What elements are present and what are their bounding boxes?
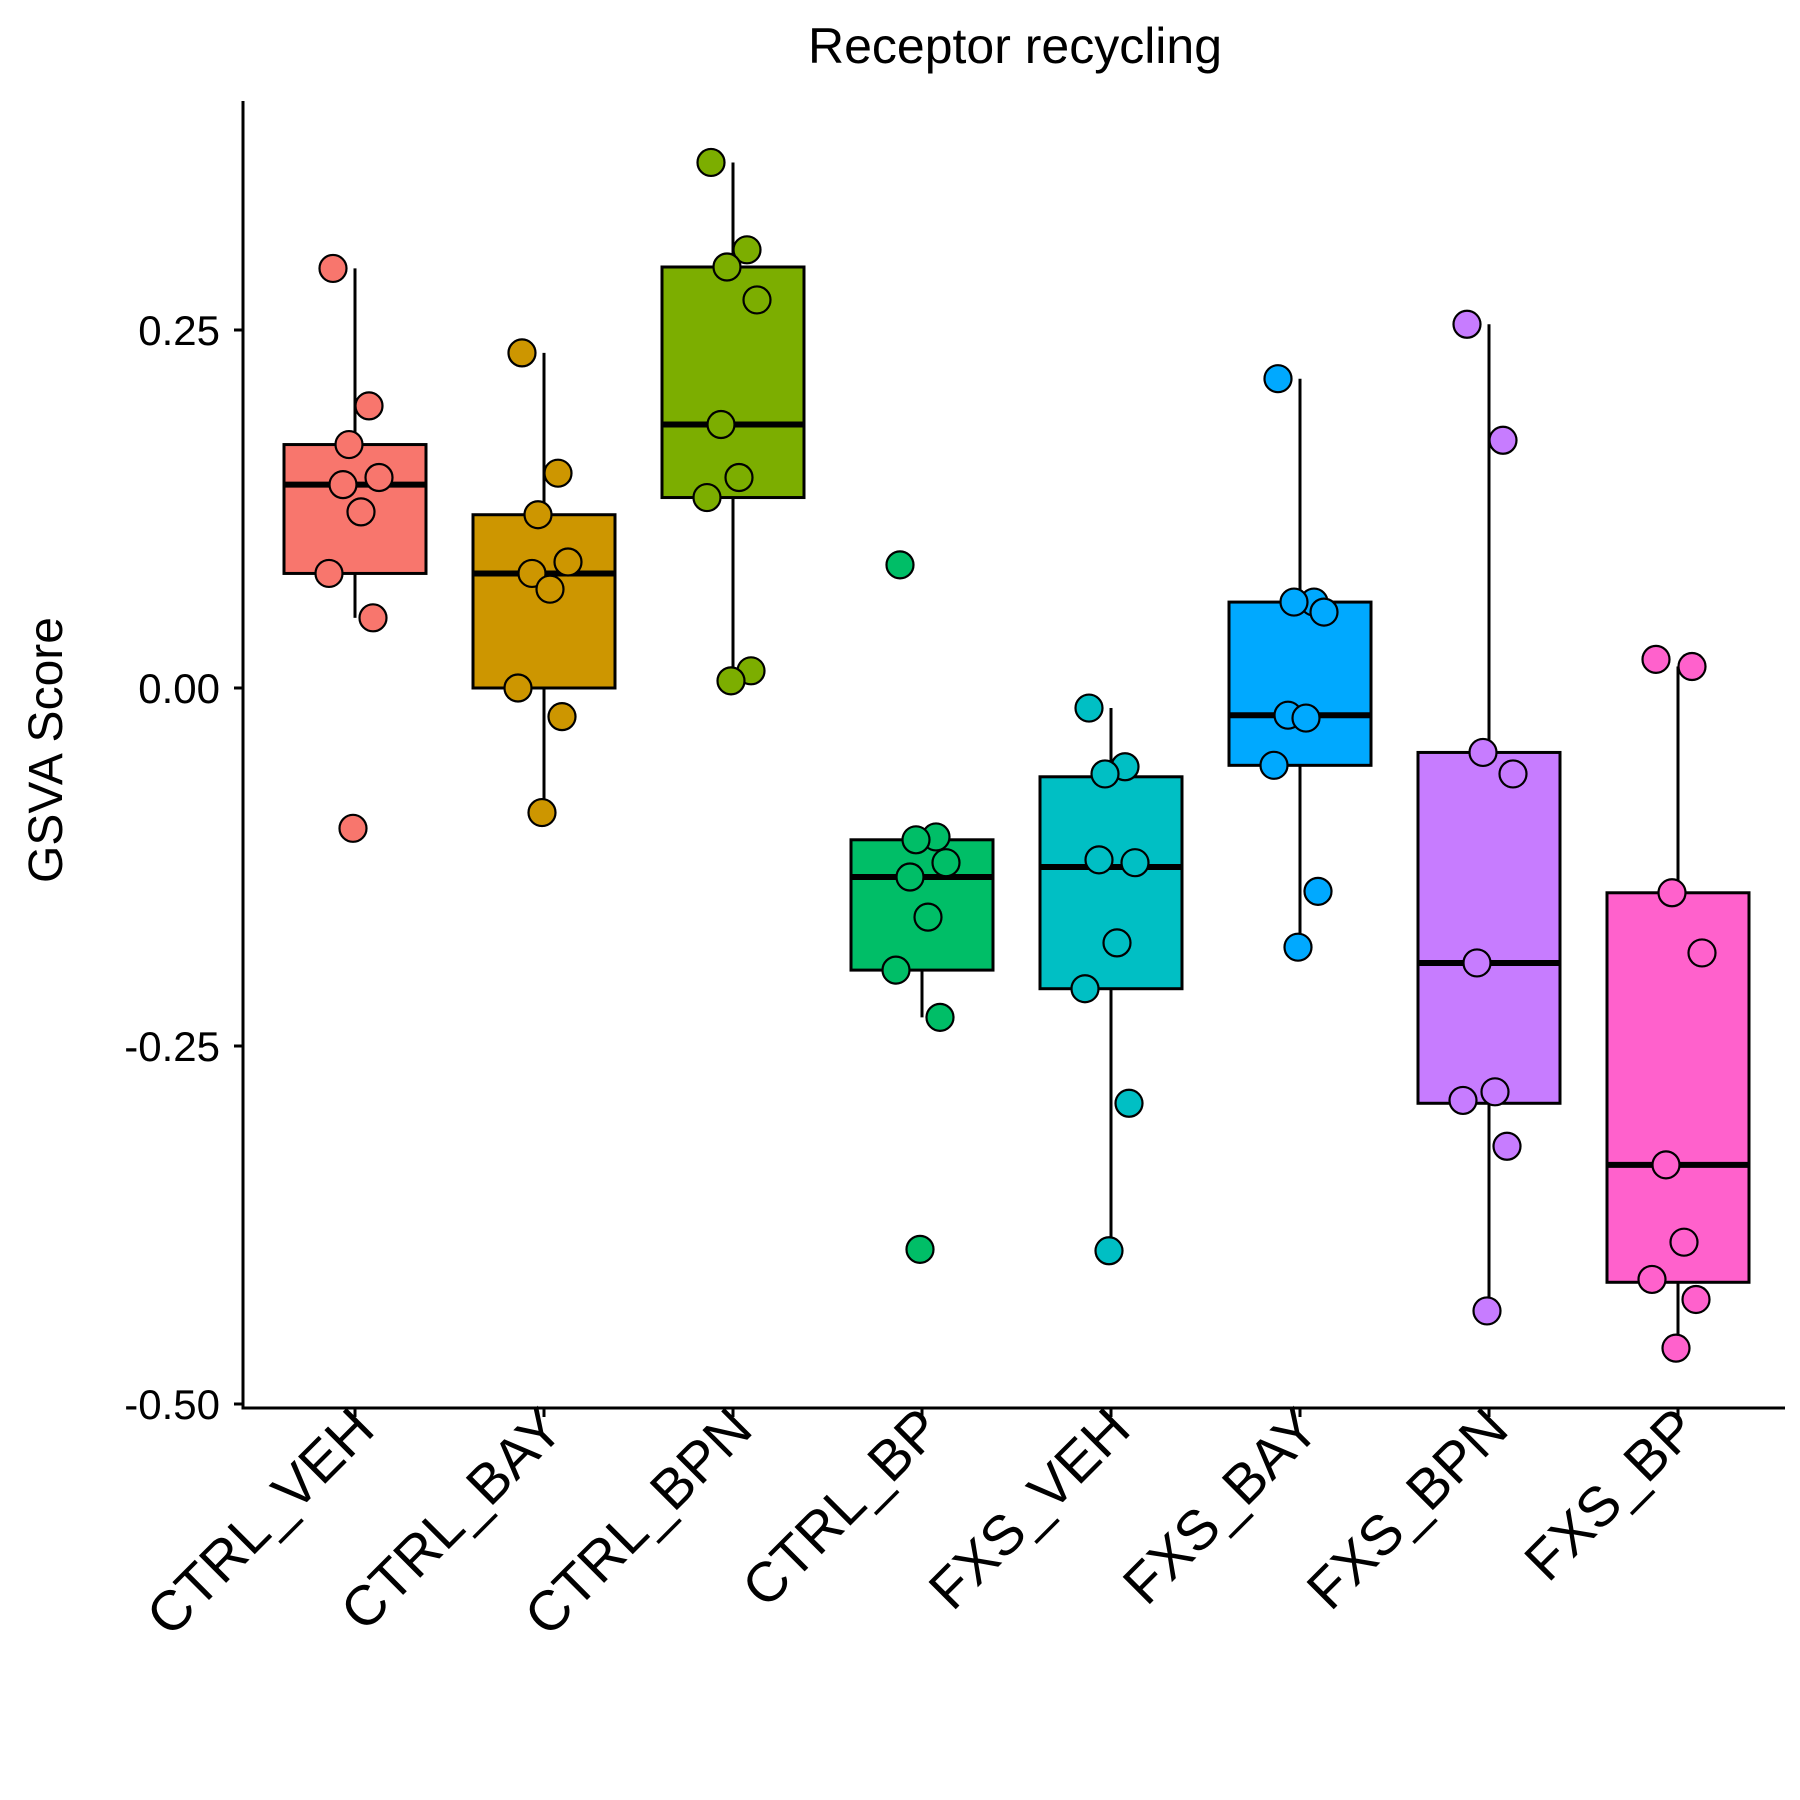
y-tick-label: 0.00 (138, 665, 220, 712)
data-point (742, 285, 772, 315)
data-point (334, 429, 364, 460)
box-fxs-veh (1038, 708, 1184, 1251)
data-point (1480, 1077, 1510, 1107)
data-point (1102, 928, 1132, 958)
data-point (535, 574, 565, 604)
data-point (527, 797, 557, 828)
x-tick-label: CTRL_BP (730, 1396, 953, 1619)
box-body (1605, 891, 1751, 1284)
box-body (660, 265, 806, 500)
data-point (543, 458, 573, 488)
data-point (338, 813, 368, 843)
data-point (1120, 848, 1150, 878)
data-point (696, 147, 726, 178)
x-tick-label: FXS_BAY (1111, 1396, 1331, 1616)
data-point (901, 825, 931, 855)
data-point (706, 409, 736, 440)
data-point (318, 253, 348, 284)
data-point (885, 550, 915, 580)
data-point (692, 482, 722, 513)
box-body (1227, 600, 1373, 767)
box-ctrl-veh (282, 268, 428, 618)
data-point (712, 252, 742, 282)
data-point (913, 902, 943, 932)
data-point (895, 862, 925, 892)
data-point (1669, 1227, 1699, 1257)
data-point (732, 235, 762, 265)
data-point (523, 500, 553, 530)
data-point (1661, 1333, 1691, 1363)
data-point (1084, 845, 1114, 875)
data-point (547, 702, 577, 732)
y-axis-label: GSVA Score (20, 617, 73, 883)
box-fxs-bpn (1416, 324, 1562, 1311)
y-axis-ticks: -0.50 -0.25 0.00 0.25 (124, 307, 243, 1428)
data-point (1114, 1088, 1144, 1118)
data-point (1070, 974, 1100, 1004)
data-point (724, 462, 754, 493)
box-fxs-bay (1227, 378, 1373, 948)
boxes-layer (282, 162, 1751, 1349)
data-point (1279, 587, 1309, 617)
data-point (1641, 644, 1671, 674)
data-point (1452, 309, 1482, 339)
x-tick-label: FXS_VEH (916, 1396, 1141, 1621)
x-axis-ticks: CTRL_VEHCTRL_BAYCTRL_BPNCTRL_BPFXS_VEHFX… (134, 1396, 1708, 1647)
points-layer (314, 147, 1717, 1363)
data-point (1468, 737, 1498, 768)
data-point (1657, 878, 1687, 908)
data-point (716, 666, 746, 696)
data-point (1651, 1150, 1681, 1180)
data-point (346, 497, 376, 527)
data-point (1687, 938, 1717, 968)
y-tick-label: -0.25 (124, 1023, 220, 1070)
data-point (1074, 693, 1104, 723)
data-point (1283, 932, 1313, 962)
data-point (358, 603, 388, 633)
data-point (1090, 759, 1120, 789)
data-point (1637, 1264, 1667, 1295)
data-point (507, 338, 537, 368)
data-point (328, 470, 358, 500)
data-point (1259, 750, 1289, 780)
data-point (1291, 703, 1321, 733)
data-point (1681, 1284, 1711, 1315)
data-point (1677, 651, 1707, 682)
y-tick-label: 0.25 (138, 307, 220, 354)
data-point (1472, 1296, 1502, 1326)
data-point (1263, 364, 1293, 394)
box-body (1416, 750, 1562, 1105)
data-point (354, 391, 384, 421)
data-point (553, 547, 583, 577)
data-point (364, 462, 394, 493)
x-tick-label: FXS_BPN (1294, 1396, 1519, 1621)
data-point (1488, 425, 1518, 455)
data-point (931, 848, 961, 878)
y-tick-label: -0.50 (124, 1381, 220, 1428)
data-point (1303, 876, 1333, 906)
data-point (1309, 597, 1339, 627)
box-body (282, 443, 428, 575)
box-fxs-bp (1605, 666, 1751, 1349)
data-point (1498, 759, 1528, 789)
data-point (1462, 948, 1492, 978)
data-point (881, 955, 911, 985)
chart-title: Receptor recycling (808, 18, 1222, 74)
data-point (1094, 1236, 1124, 1266)
data-point (925, 1002, 955, 1032)
x-tick-label: FXS_BP (1512, 1396, 1708, 1592)
box-body (1038, 775, 1184, 991)
data-point (314, 558, 344, 589)
data-point (905, 1234, 935, 1264)
data-point (503, 673, 533, 703)
data-point (1492, 1131, 1522, 1161)
data-point (1448, 1085, 1478, 1116)
